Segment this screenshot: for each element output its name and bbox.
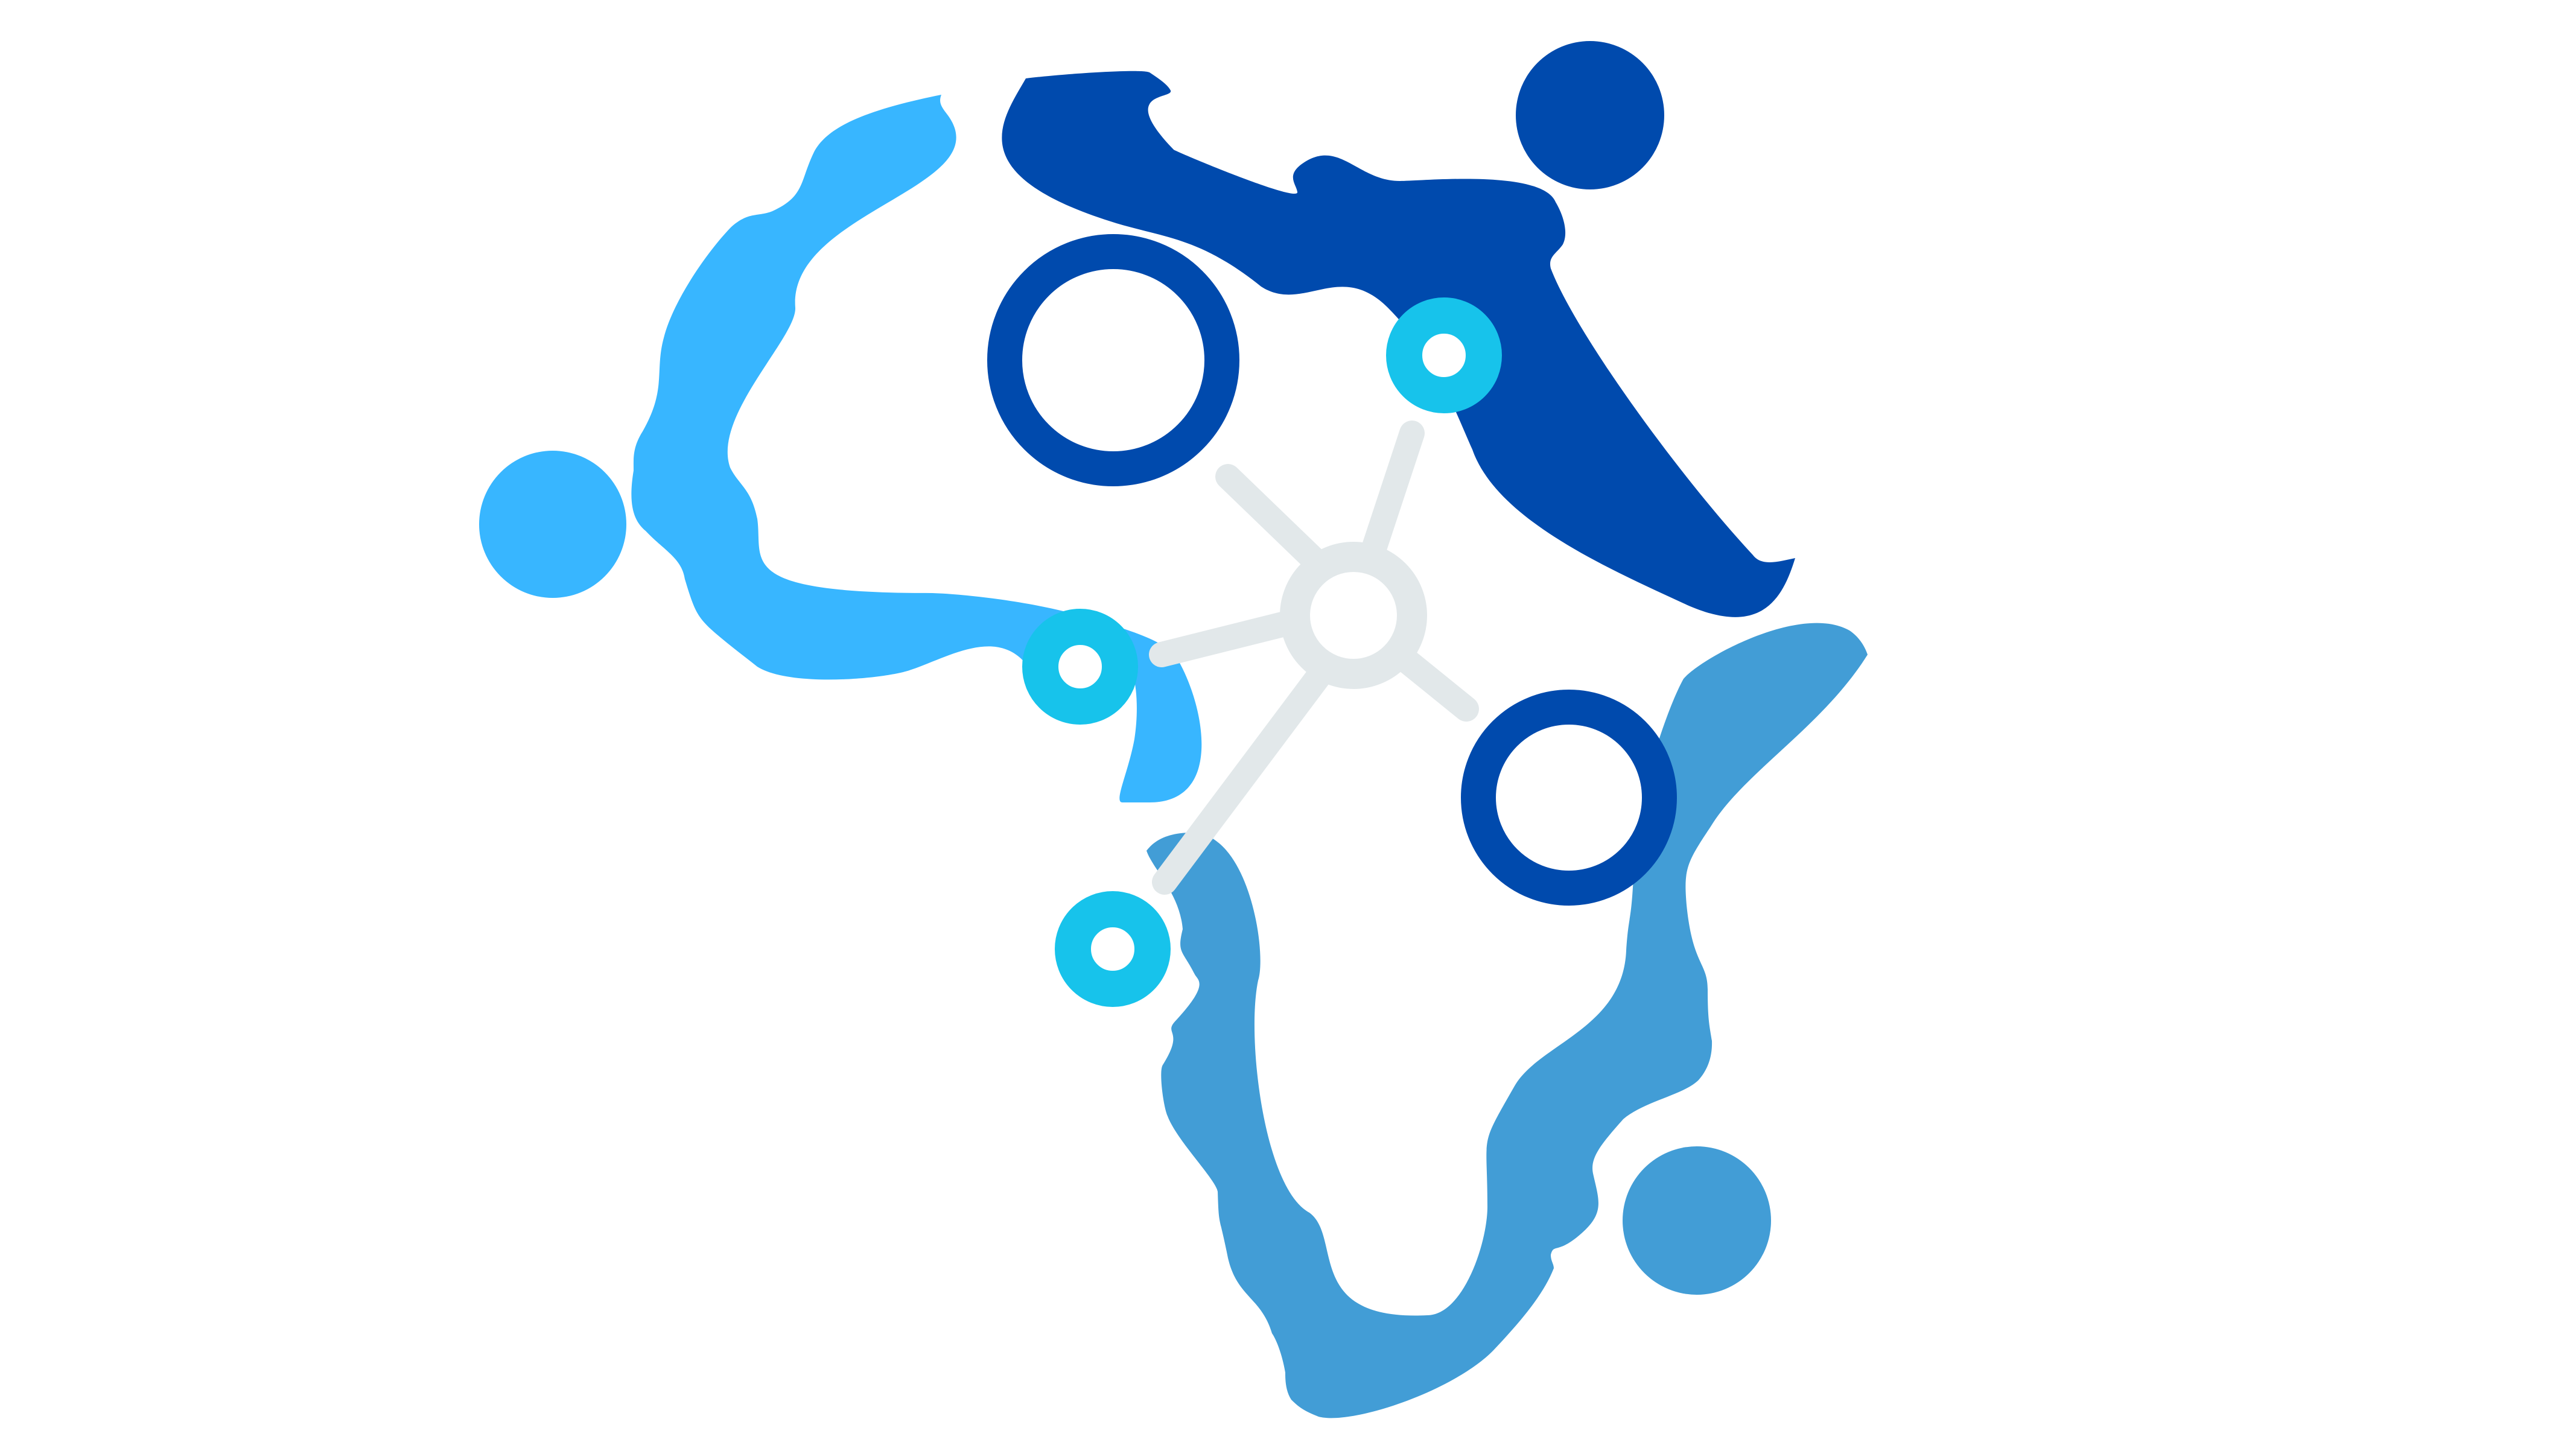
bottom-figure: [1146, 623, 1868, 1418]
spoke-upper-right: [1360, 421, 1425, 565]
bottom-figure-head: [1623, 1146, 1771, 1295]
central-hub: [1149, 421, 1479, 895]
small-ring-top-right: [1386, 297, 1502, 413]
top-figure: [1002, 41, 1795, 617]
spoke-upper-left: [1215, 464, 1325, 571]
node-rings: [987, 234, 1677, 1007]
left-figure-head: [479, 451, 626, 598]
large-ring-top-left: [987, 234, 1239, 486]
top-figure-body: [1002, 71, 1795, 617]
small-ring-bottom: [1055, 891, 1171, 1007]
bottom-figure-body: [1146, 623, 1868, 1418]
spoke-left: [1149, 612, 1295, 667]
spoke-right: [1390, 645, 1479, 722]
small-ring-left: [1022, 609, 1138, 725]
large-ring-right: [1461, 690, 1677, 906]
top-figure-head: [1516, 41, 1664, 189]
hub-ring: [1280, 542, 1427, 689]
spoke-bottom: [1152, 660, 1334, 895]
